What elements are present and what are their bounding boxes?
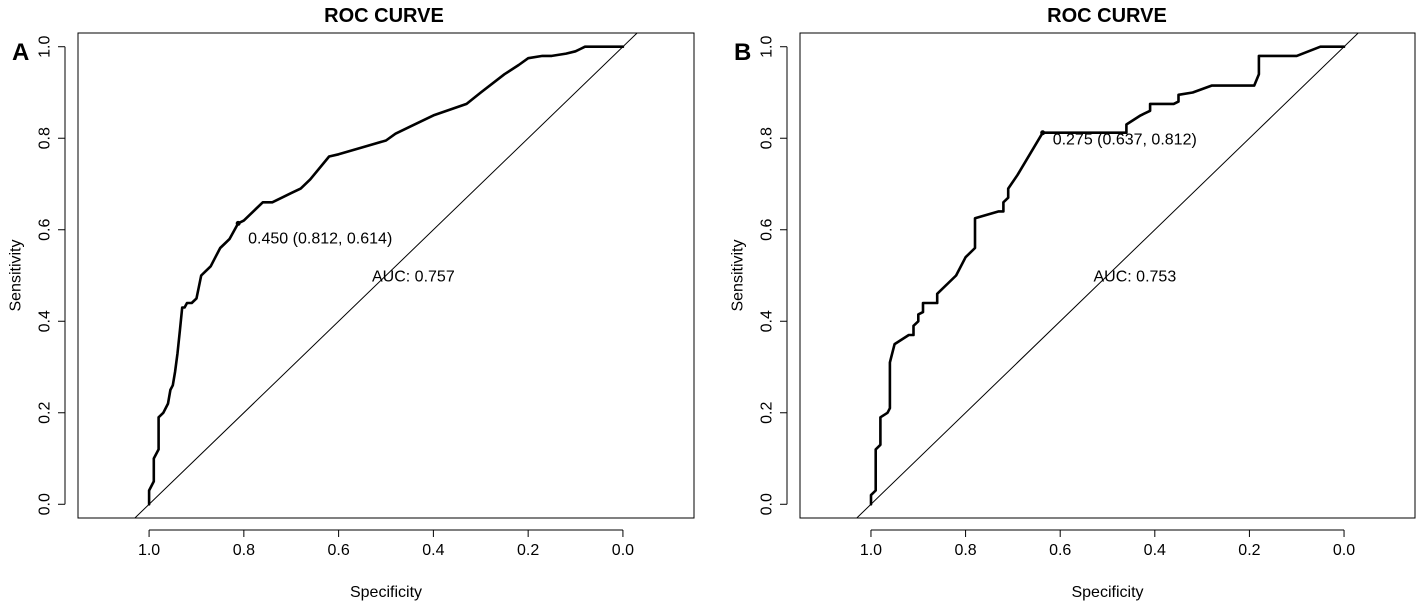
- panel-b: ROC CURVE B 1.0 0.8 0.6 0.4 0.2 0.0 0.0 0.2 0.4 0.6…: [730, 5, 1416, 601]
- x-tick-label: 0.0: [612, 542, 634, 559]
- y-tick-label: 0.0: [759, 493, 776, 515]
- y-tick-label: 0.0: [37, 493, 54, 515]
- panel-a: ROC CURVE A 1.0 0.8 0.6 0.4 0.2 0.0 0.0 0.2 0.4 0.6…: [8, 5, 695, 601]
- plot-frame: [77, 32, 695, 519]
- x-tick-label: 0.2: [1238, 542, 1260, 559]
- threshold-point: [235, 220, 241, 226]
- y-tick-label: 0.2: [759, 402, 776, 424]
- x-tick-label: 0.4: [1144, 542, 1166, 559]
- reference-diagonal: [856, 33, 1359, 518]
- y-axis-label: Sensitivity: [8, 239, 25, 311]
- chart-title: ROC CURVE: [1047, 5, 1167, 27]
- y-tick-label: 1.0: [759, 36, 776, 58]
- x-tick-label: 0.6: [1049, 542, 1071, 559]
- threshold-point: [1040, 130, 1046, 136]
- auc-label: AUC: 0.757: [372, 269, 455, 286]
- roc-curve: [147, 45, 625, 506]
- x-axis-label: Specificity: [350, 584, 422, 601]
- reference-diagonal: [134, 33, 638, 518]
- x-tick-label: 1.0: [138, 542, 160, 559]
- x-tick-label: 1.0: [860, 542, 882, 559]
- x-tick-label: 0.4: [422, 542, 444, 559]
- y-tick-label: 1.0: [37, 36, 54, 58]
- y-tick-label: 0.8: [37, 127, 54, 149]
- threshold-label: 0.450 (0.812, 0.614): [248, 230, 392, 247]
- y-tick-label: 0.2: [37, 402, 54, 424]
- y-axis-label: Sensitivity: [730, 239, 747, 311]
- y-tick-label: 0.6: [37, 219, 54, 241]
- panel-label: B: [734, 39, 751, 66]
- panel-label: A: [12, 39, 29, 66]
- roc-curve: [869, 45, 1346, 506]
- y-tick-label: 0.4: [759, 310, 776, 332]
- y-tick-label: 0.6: [759, 219, 776, 241]
- y-tick-label: 0.4: [37, 310, 54, 332]
- x-tick-label: 0.0: [1333, 542, 1355, 559]
- y-tick-label: 0.8: [759, 127, 776, 149]
- x-tick-label: 0.2: [517, 542, 539, 559]
- threshold-label: 0.275 (0.637, 0.812): [1053, 132, 1197, 149]
- plot-frame: [799, 32, 1416, 519]
- x-tick-label: 0.8: [233, 542, 255, 559]
- x-tick-label: 0.8: [954, 542, 976, 559]
- chart-title: ROC CURVE: [324, 5, 444, 27]
- auc-label: AUC: 0.753: [1094, 269, 1177, 286]
- x-tick-label: 0.6: [327, 542, 349, 559]
- x-axis-label: Specificity: [1071, 584, 1143, 601]
